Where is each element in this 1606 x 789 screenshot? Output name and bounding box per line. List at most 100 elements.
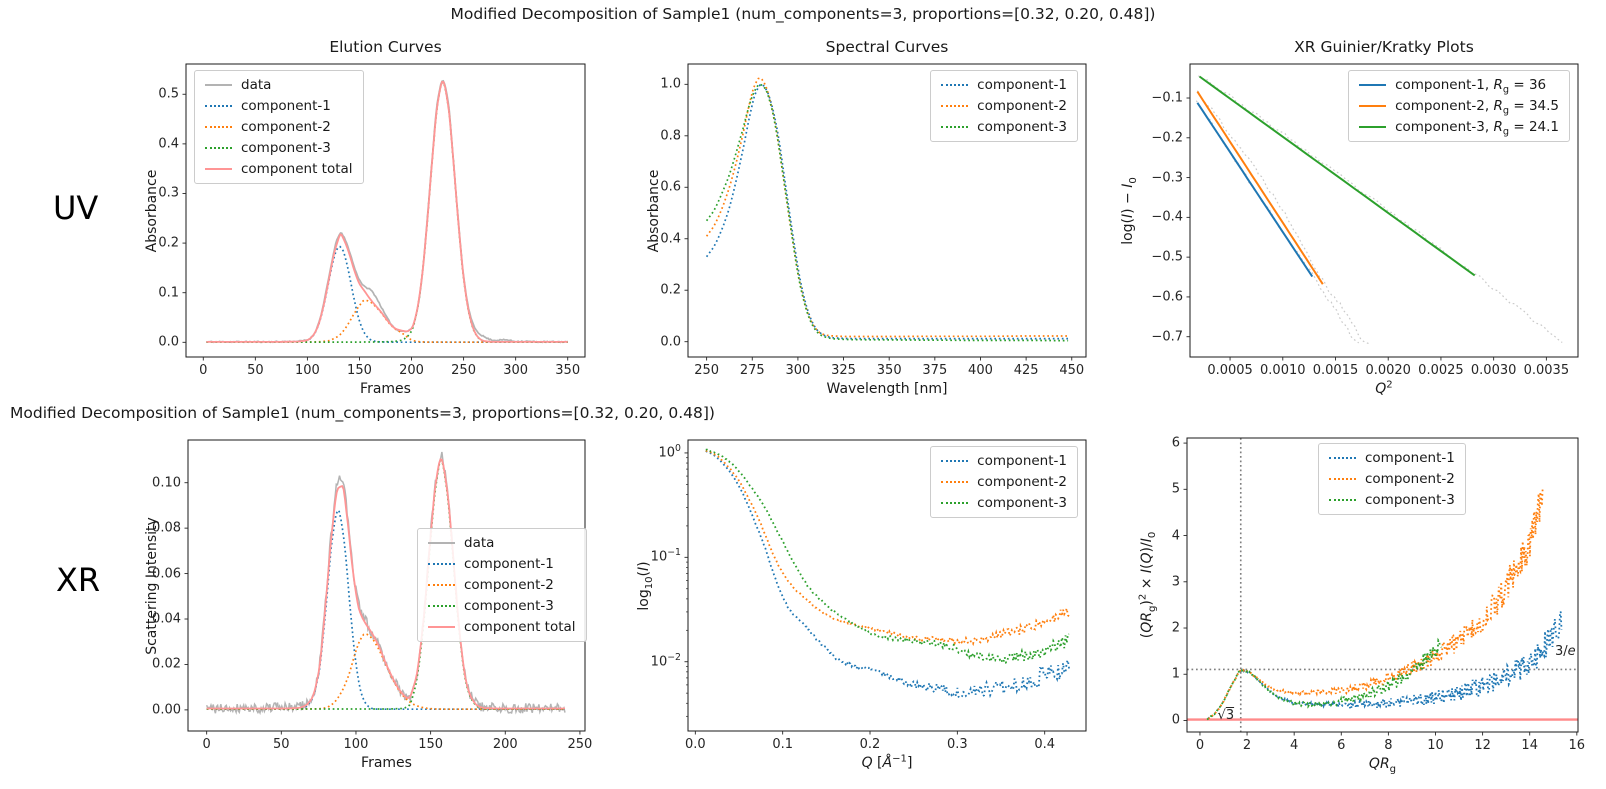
series-component-3-r-g-24-1 <box>1198 75 1476 277</box>
legend-xr-log-intensity: component-1 component-2 component-3 <box>930 446 1078 518</box>
y-tick-label: 0.06 <box>152 566 181 582</box>
legend-entry: component-1 <box>205 98 353 114</box>
y-tick-label: 0.0 <box>158 334 179 350</box>
legend-label: data <box>464 535 495 551</box>
y-tick-label: −0.7 <box>1151 329 1183 345</box>
x-axis-label-uv-elution: Frames <box>360 381 411 397</box>
legend-swatch-dotted-line <box>205 105 232 107</box>
legend-entry: data <box>205 77 353 93</box>
x-tick-label: 6 <box>1337 738 1346 753</box>
legend-label: component-3, Rg = 24.1 <box>1395 119 1559 138</box>
legend-swatch-dotted-line <box>428 563 455 565</box>
x-tick-label: 275 <box>739 363 765 378</box>
legend-label: data <box>241 77 272 93</box>
y-axis-label-uv-guinier: log(I) − I0 <box>1120 176 1139 245</box>
x-tick-label: 350 <box>876 363 902 378</box>
legend-label: component-1 <box>977 77 1067 93</box>
y-tick-label: 100 <box>658 443 682 461</box>
annotation-text: √3 <box>1217 708 1235 724</box>
legend-label: component-1 <box>464 556 554 572</box>
legend-entry: component total <box>428 619 576 635</box>
y-tick-label: 0.10 <box>152 475 181 491</box>
x-tick-label: 250 <box>451 363 476 378</box>
x-axis-label-uv-spectral: Wavelength [nm] <box>826 381 948 397</box>
legend-label: component-1 <box>1365 450 1455 466</box>
figure-suptitle: Modified Decomposition of Sample1 (num_c… <box>450 5 1156 23</box>
x-tick-label: 100 <box>343 737 369 752</box>
legend-entry: component-2 <box>941 474 1067 490</box>
x-tick-label: 0 <box>199 363 208 378</box>
x-tick-label: 375 <box>922 363 948 378</box>
legend-swatch-solid-line <box>1359 126 1387 128</box>
x-tick-label: 0.3 <box>947 737 968 752</box>
x-tick-label: 0.2 <box>859 737 881 752</box>
axes-frame <box>687 439 1087 732</box>
x-tick-label: 350 <box>555 363 581 378</box>
series-component-2 <box>705 77 1069 338</box>
legend-label: component total <box>464 619 576 635</box>
y-tick-label: 0.8 <box>660 128 681 144</box>
y-tick-label: 0.08 <box>152 520 181 536</box>
x-axis-label-xr-elution: Frames <box>361 755 412 771</box>
legend-swatch-dotted-line <box>1329 478 1356 480</box>
x-tick-label: 325 <box>831 363 856 378</box>
series-component-1-r-g-36 <box>1196 102 1314 278</box>
x-tick-label: 12 <box>1474 738 1491 753</box>
x-tick-label: 0.0025 <box>1418 363 1464 378</box>
annotation-text: 3/e <box>1554 644 1576 660</box>
series-component-2 <box>1208 487 1544 720</box>
legend-entry: component-1 <box>428 556 576 572</box>
x-tick-label: 250 <box>567 737 593 752</box>
legend-swatch-dotted-line <box>941 502 969 504</box>
x-tick-label: 450 <box>1059 363 1085 378</box>
series-component-3 <box>705 448 1070 665</box>
x-axis-label-xr-kratky: QRg <box>1368 756 1397 775</box>
y-tick-label: −0.3 <box>1151 170 1183 186</box>
y-tick-label: 0.2 <box>660 282 681 298</box>
legend-label: component-3 <box>241 140 331 156</box>
series-component-3 <box>1206 637 1443 721</box>
x-tick-label: 150 <box>418 737 444 752</box>
y-tick-label: 0.04 <box>152 611 181 627</box>
x-tick-label: 300 <box>785 363 811 378</box>
legend-swatch-solid-line <box>428 542 455 544</box>
x-tick-label: 0.0010 <box>1260 363 1306 378</box>
y-tick-label: 10−2 <box>650 651 681 670</box>
chart-title-uv-spectral: Spectral Curves <box>825 38 949 56</box>
y-tick-label: 0.0 <box>660 334 681 350</box>
chart-title-uv-elution: Elution Curves <box>329 38 442 56</box>
x-tick-label: 4 <box>1290 738 1299 753</box>
x-tick-label: 14 <box>1521 738 1538 753</box>
legend-entry: component-2 <box>1329 471 1455 487</box>
x-tick-label: 200 <box>399 363 424 378</box>
legend-entry: component-3 <box>941 495 1067 511</box>
row-label-xr: XR <box>56 561 101 599</box>
x-tick-label: 8 <box>1384 738 1393 753</box>
y-tick-label: −0.5 <box>1151 249 1183 265</box>
legend-label: component-1 <box>241 98 331 114</box>
y-tick-label: −0.6 <box>1151 289 1183 305</box>
legend-entry: component-3 <box>205 140 353 156</box>
legend-label: component-2, Rg = 34.5 <box>1395 98 1559 117</box>
chart-uv-guinier <box>1186 63 1579 361</box>
series-component-1 <box>705 83 1069 340</box>
chart-xr-log-intensity <box>684 439 1087 735</box>
legend-swatch-dotted-line <box>205 126 232 128</box>
legend-entry: component-3, Rg = 24.1 <box>1359 119 1559 138</box>
series-guinier-data-3 <box>1198 75 1563 343</box>
legend-entry: component-2 <box>428 577 576 593</box>
series-component-2 <box>705 449 1070 647</box>
x-tick-label: 0 <box>1195 738 1205 753</box>
series-component-3 <box>705 83 1069 342</box>
legend-entry: component-3 <box>428 598 576 614</box>
series-component-1 <box>1207 611 1563 720</box>
x-tick-label: 0.0005 <box>1207 363 1253 378</box>
x-axis-label-uv-guinier: Q2 <box>1375 379 1393 397</box>
x-tick-label: 300 <box>503 363 529 378</box>
y-tick-label: −0.2 <box>1151 130 1183 146</box>
legend-entry: component-1, Rg = 36 <box>1359 77 1559 95</box>
x-tick-label: 50 <box>247 363 264 378</box>
legend-swatch-dotted-line <box>941 105 969 107</box>
x-tick-label: 0.0020 <box>1365 363 1411 378</box>
